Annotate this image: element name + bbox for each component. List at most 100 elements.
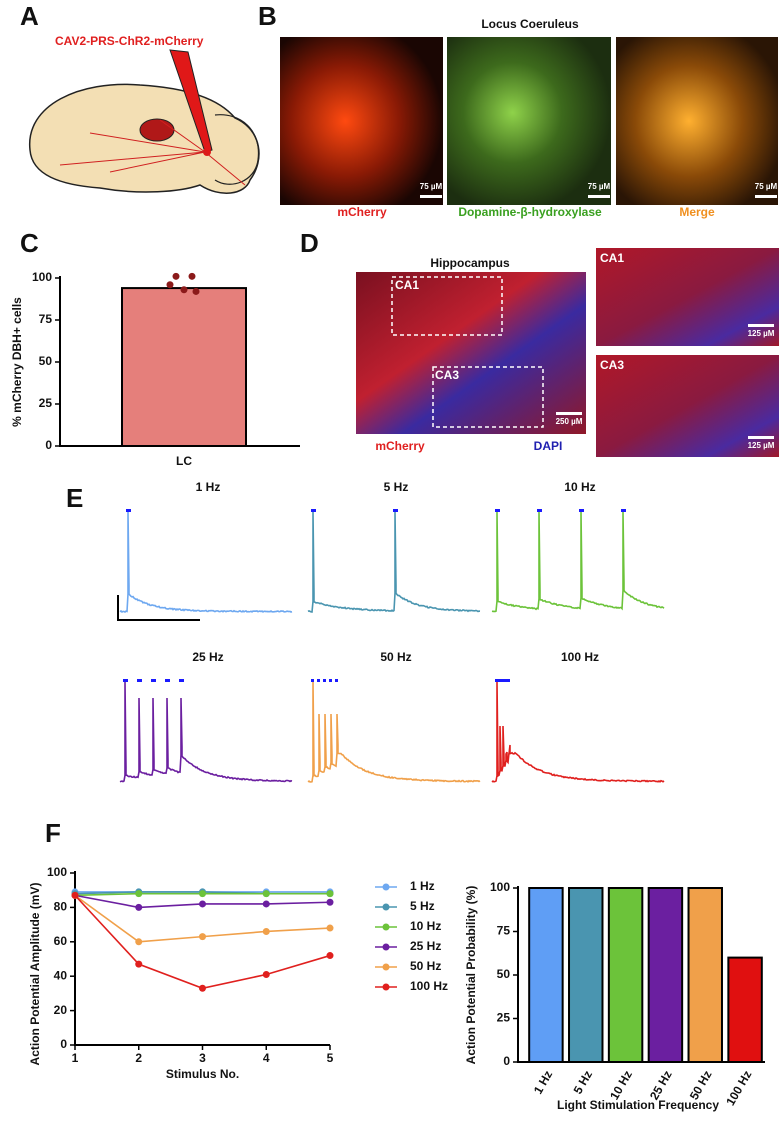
y-tick-label: 25 — [497, 1011, 511, 1025]
bar — [649, 888, 682, 1062]
stim-marker — [579, 509, 584, 512]
y-tick-label: 100 — [47, 865, 67, 879]
panel-title: Locus Coeruleus — [481, 17, 579, 31]
x-axis-label: Stimulus No. — [166, 1067, 239, 1081]
scale-bar — [556, 412, 582, 415]
legend-label: 5 Hz — [410, 899, 435, 913]
y-tick-label: 60 — [54, 934, 68, 948]
x-tick-label: 25 Hz — [647, 1068, 675, 1102]
trace — [120, 682, 292, 782]
scale-label: 125 µM — [748, 329, 775, 338]
channel-label: Merge — [679, 205, 715, 219]
x-tick-label: 1 Hz — [531, 1068, 555, 1096]
stim-marker — [137, 679, 142, 682]
stim-marker — [504, 679, 507, 682]
y-tick-label: 50 — [39, 354, 53, 368]
y-tick-label: 75 — [39, 312, 53, 326]
channel-label: Dopamine-β-hydroxylase — [458, 205, 602, 219]
data-point — [199, 900, 206, 907]
stim-marker — [495, 509, 500, 512]
y-tick-label: 0 — [60, 1037, 67, 1051]
stim-marker — [495, 679, 498, 682]
scale-bar — [755, 195, 777, 198]
data-point — [327, 890, 334, 897]
channel-label: DAPI — [534, 439, 563, 453]
channel-label: mCherry — [375, 439, 425, 453]
x-tick-label: 4 — [263, 1051, 270, 1065]
scale-bar — [748, 324, 774, 327]
hippocampus — [140, 119, 174, 141]
data-point — [263, 971, 270, 978]
panel-letter: D — [300, 228, 319, 258]
data-point — [199, 890, 206, 897]
legend-label: 10 Hz — [410, 919, 441, 933]
virus-label: CAV2-PRS-ChR2-mCherry — [55, 34, 204, 48]
stim-marker — [621, 509, 626, 512]
y-tick-label: 20 — [54, 1003, 68, 1017]
stim-marker — [165, 679, 170, 682]
bar — [122, 288, 246, 446]
bar — [689, 888, 722, 1062]
scale-bar — [420, 195, 442, 198]
data-point — [327, 925, 334, 932]
legend-marker — [383, 944, 390, 951]
y-axis-label: % mCherry DBH+ cells — [10, 297, 24, 427]
stim-marker — [501, 679, 504, 682]
inset-label: CA3 — [600, 358, 624, 372]
y-axis-label: Action Potential Probability (%) — [464, 886, 478, 1065]
legend-marker — [383, 884, 390, 891]
y-tick-label: 0 — [45, 438, 52, 452]
brain — [30, 84, 259, 193]
trace — [492, 512, 664, 612]
scale-label: 75 µM — [755, 182, 778, 191]
stim-marker — [179, 679, 184, 682]
bar — [728, 958, 761, 1062]
stim-marker — [329, 679, 332, 682]
trace — [492, 682, 664, 782]
stim-marker — [311, 679, 314, 682]
y-tick-label: 100 — [32, 270, 52, 284]
micrograph — [447, 37, 611, 205]
y-tick-label: 25 — [39, 396, 53, 410]
stim-marker — [126, 509, 131, 512]
legend-marker — [383, 964, 390, 971]
data-point — [263, 890, 270, 897]
legend-marker — [383, 984, 390, 991]
data-point — [167, 281, 174, 288]
data-point — [135, 961, 142, 968]
stim-marker — [311, 509, 316, 512]
x-tick-label: 5 — [327, 1051, 334, 1065]
panel-title: Hippocampus — [430, 256, 510, 270]
legend-label: 100 Hz — [410, 979, 448, 993]
data-point — [181, 286, 188, 293]
panel-letter: B — [258, 1, 277, 31]
trace — [120, 512, 292, 612]
scale-label: 75 µM — [588, 182, 611, 191]
trace — [308, 512, 480, 612]
data-point — [72, 892, 79, 899]
x-tick-label: 1 — [72, 1051, 79, 1065]
scale-label: 250 µM — [556, 417, 583, 426]
micrograph — [616, 37, 778, 205]
data-point — [199, 985, 206, 992]
y-tick-label: 80 — [54, 900, 68, 914]
stim-marker — [151, 679, 156, 682]
trace-label: 25 Hz — [192, 650, 223, 664]
legend-marker — [383, 924, 390, 931]
stim-marker — [393, 509, 398, 512]
y-axis-label: Action Potential Amplitude (mV) — [28, 883, 42, 1066]
y-tick-label: 50 — [497, 967, 511, 981]
legend-marker — [383, 904, 390, 911]
brain-drawing — [30, 50, 259, 193]
x-tick-label: 5 Hz — [571, 1068, 595, 1096]
data-point — [189, 273, 196, 280]
y-tick-label: 100 — [490, 880, 510, 894]
trace-label: 50 Hz — [380, 650, 411, 664]
y-tick-label: 40 — [54, 968, 68, 982]
stim-marker — [498, 679, 501, 682]
y-tick-label: 0 — [503, 1054, 510, 1068]
stim-marker — [537, 509, 542, 512]
inset-label: CA1 — [600, 251, 624, 265]
data-point — [199, 933, 206, 940]
stim-marker — [123, 679, 128, 682]
